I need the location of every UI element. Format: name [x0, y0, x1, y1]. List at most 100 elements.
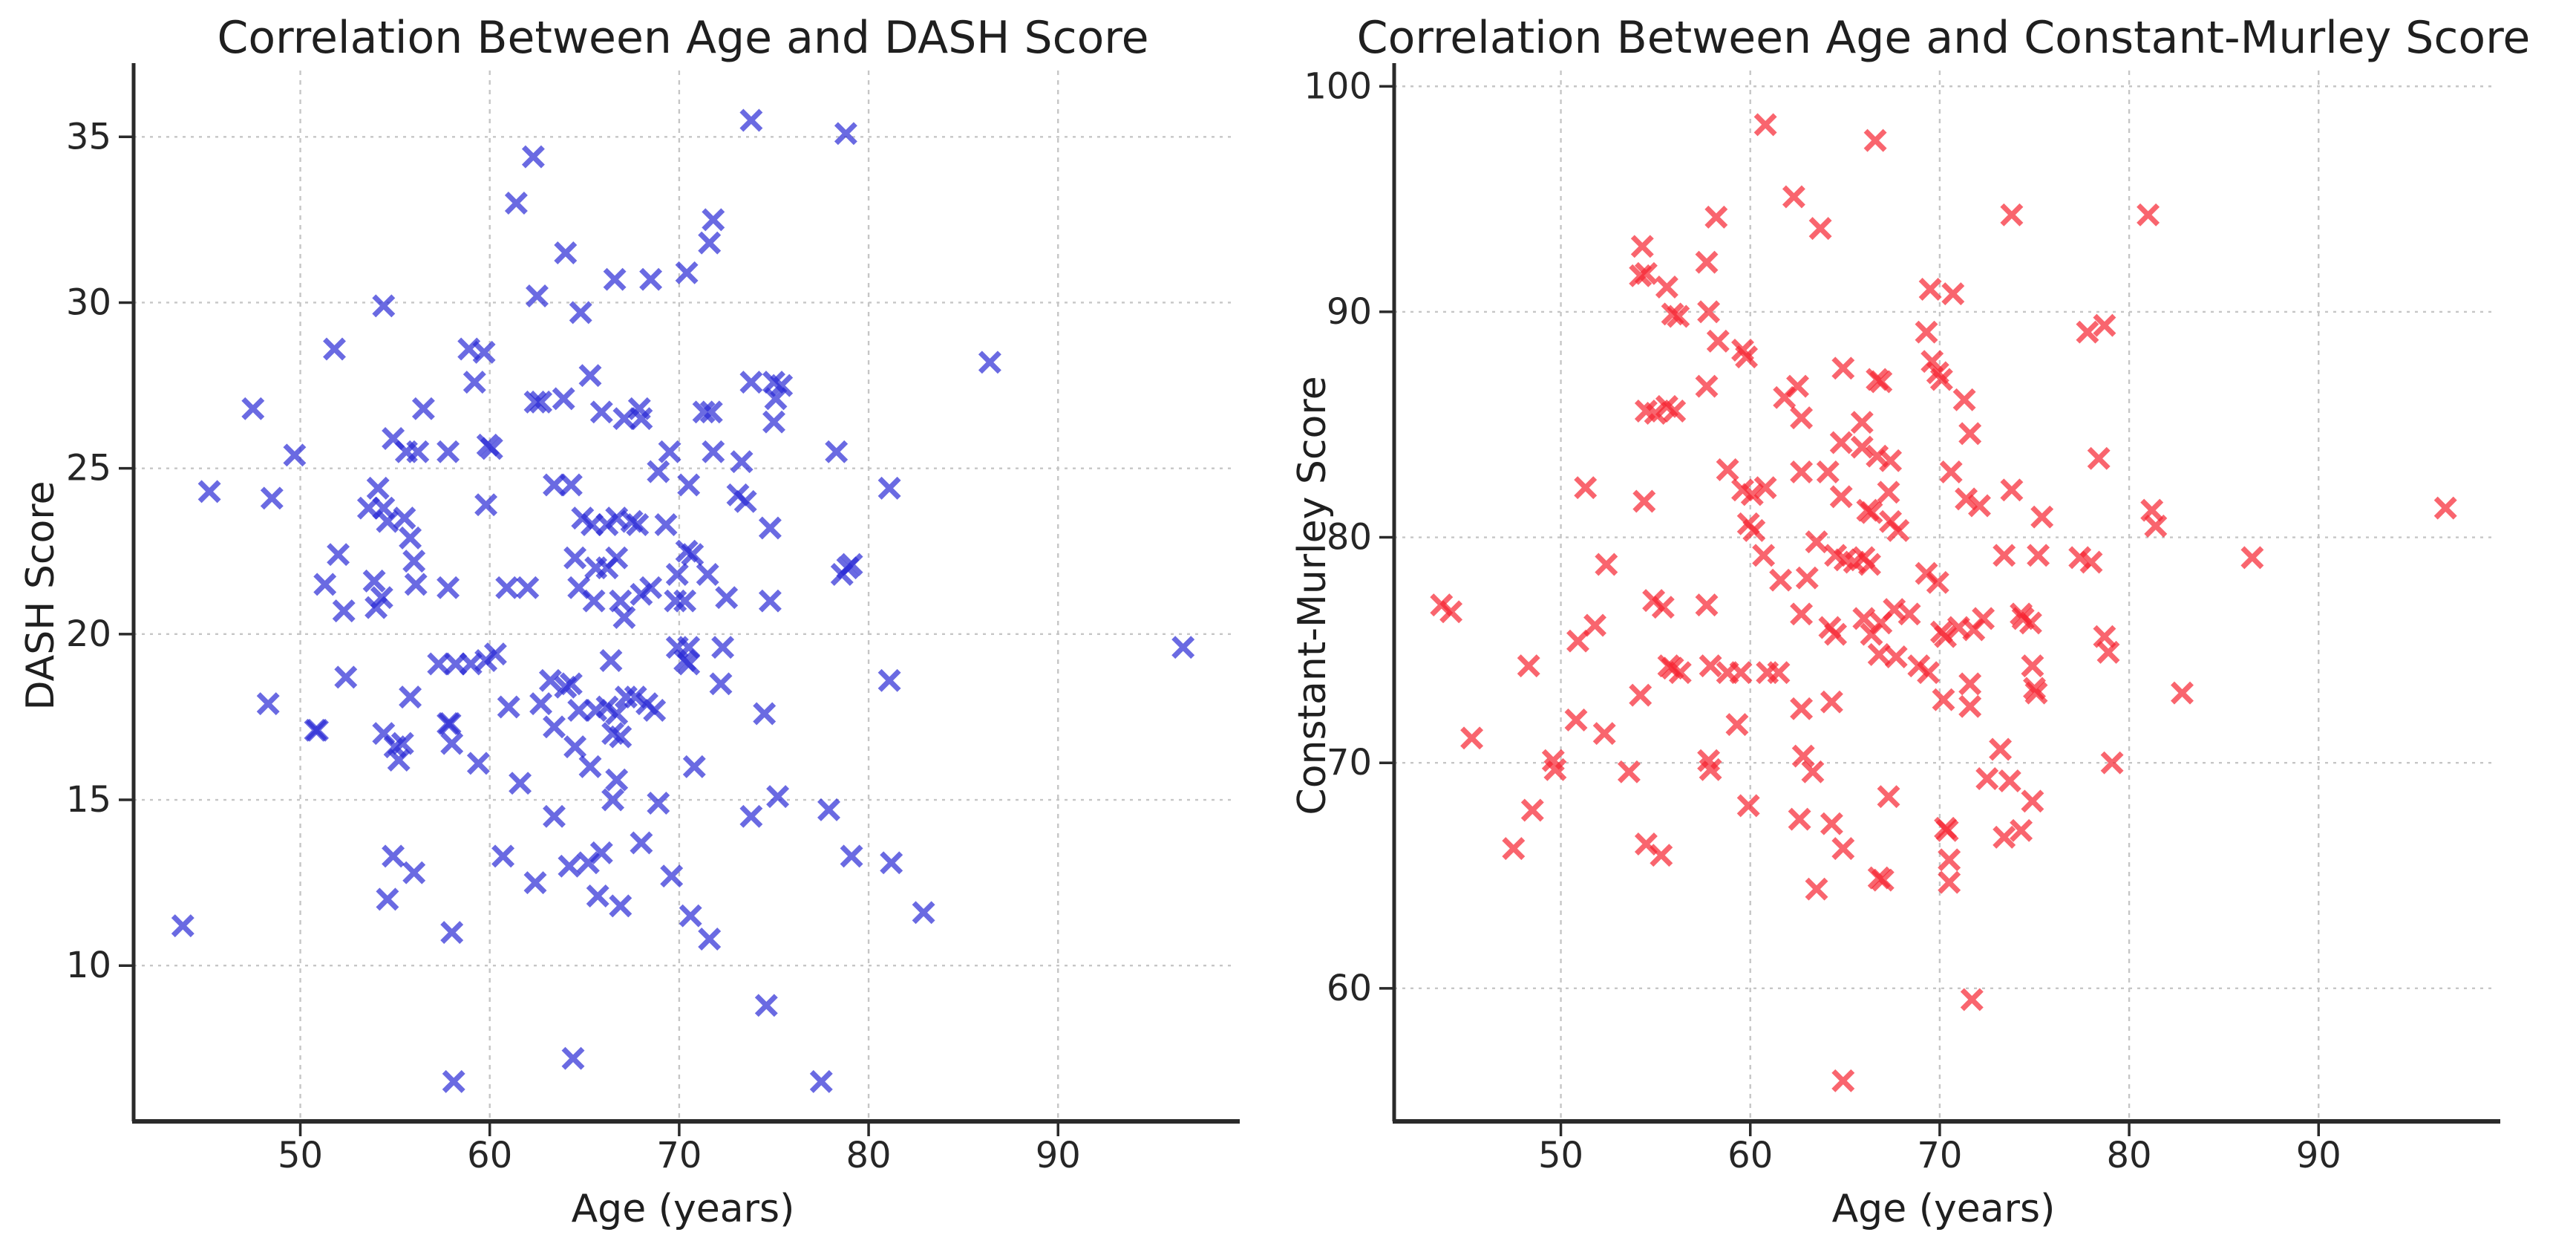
x-tick-label: 80: [846, 1135, 892, 1176]
scatter-point: [692, 400, 716, 424]
x-tick-label: 80: [2107, 1135, 2152, 1176]
scatter-point: [603, 267, 627, 291]
scatter-point: [1941, 282, 1965, 306]
scatter-point: [1926, 570, 1949, 594]
scatter-point: [1767, 661, 1791, 685]
scatter-point: [1460, 726, 1484, 750]
scatter-point: [474, 493, 498, 517]
scatter-point: [504, 192, 528, 215]
scatter-point: [1790, 697, 1814, 720]
scatter-point: [630, 831, 653, 855]
scatter-point: [1958, 422, 1982, 446]
scatter-point: [569, 301, 592, 325]
scatter-point: [2137, 203, 2160, 227]
x-tick-label: 70: [1917, 1135, 1962, 1176]
scatter-point: [715, 586, 739, 610]
scatter-point: [1651, 596, 1675, 619]
scatter-point: [639, 576, 663, 599]
scatter-point: [609, 894, 632, 918]
scatter-point: [393, 506, 416, 530]
scatter-point: [912, 901, 935, 925]
scatter-point: [1938, 848, 1961, 872]
scatter-point: [1725, 713, 1749, 737]
scatter-point: [554, 241, 578, 264]
scatter-point: [1630, 235, 1654, 258]
scatter-point: [877, 476, 901, 500]
scatter-point: [758, 589, 782, 613]
scatter-point: [1788, 807, 1811, 831]
scatter-point: [2024, 681, 2048, 705]
scatter-point: [1520, 798, 1544, 822]
scatter-point: [1867, 642, 1891, 666]
left-chart-title: Correlation Between Age and DASH Score: [217, 12, 1149, 64]
scatter-point: [466, 752, 490, 775]
scatter-point: [480, 437, 503, 460]
right-chart-title: Correlation Between Age and Constant-Mur…: [1356, 12, 2531, 64]
scatter-point: [561, 1046, 585, 1070]
scatter-point: [2100, 751, 2124, 775]
scatter-point: [1866, 444, 1889, 468]
scatter-point: [654, 513, 678, 536]
scatter-point: [197, 480, 221, 504]
scatter-point: [440, 731, 464, 755]
scatter-point: [437, 576, 460, 599]
scatter-point: [699, 400, 723, 424]
scatter-point: [605, 546, 629, 570]
scatter-point: [589, 841, 613, 864]
scatter-point: [256, 692, 280, 716]
scatter-point: [523, 390, 547, 414]
scatter-point: [567, 699, 591, 722]
right-x-axis-label: Age (years): [1831, 1187, 2056, 1231]
x-tick-label: 60: [1727, 1135, 1773, 1176]
scatter-point: [313, 573, 337, 596]
scatter-point: [1831, 356, 1855, 380]
scatter-point: [442, 1069, 465, 1093]
scatter-point: [1752, 544, 1776, 567]
scatter-point: [605, 702, 629, 726]
scatter-point: [1993, 825, 2016, 849]
scatter-point: [1655, 276, 1678, 299]
y-tick-label: 15: [66, 779, 111, 821]
scatter-point: [543, 715, 566, 739]
scatter-point: [834, 122, 857, 146]
scatter-point: [698, 928, 722, 951]
scatter-point: [1886, 518, 1910, 542]
y-tick-label: 100: [1304, 65, 1372, 107]
scatter-point: [529, 692, 553, 716]
scatter-point: [677, 652, 701, 676]
scatter-point: [1736, 794, 1760, 818]
scatter-point: [1879, 449, 1903, 472]
scatter-point: [1564, 708, 1588, 731]
scatter-point: [643, 699, 667, 722]
scatter-point: [1863, 128, 1887, 152]
scatter-point: [404, 573, 428, 596]
scatter-point: [1883, 598, 1906, 622]
scatter-point: [1871, 868, 1895, 892]
scatter-point: [1695, 374, 1719, 398]
left-scatter-plot: 50 60 70 80 90 10 15 20 25 30 35: [66, 63, 1240, 1176]
y-tick-label: 60: [1327, 968, 1372, 1009]
scatter-point: [1829, 431, 1853, 454]
scatter-point: [406, 440, 430, 463]
scatter-point: [1663, 400, 1687, 423]
scatter-point: [1952, 388, 1976, 411]
scatter-point: [677, 473, 701, 497]
scatter-point: [552, 387, 575, 411]
y-tick-label: 10: [66, 945, 111, 986]
scatter-point: [665, 563, 689, 586]
scatter-point: [766, 785, 790, 809]
scatter-point: [589, 400, 613, 424]
scatter-point: [437, 440, 460, 463]
scatter-point: [2093, 625, 2116, 648]
scatter-point: [440, 921, 464, 945]
scatter-point: [1171, 636, 1195, 659]
scatter-point: [1791, 744, 1815, 768]
scatter-point: [171, 914, 194, 938]
scatter-point: [624, 685, 647, 709]
scatter-point: [1824, 622, 1848, 646]
scatter-point: [356, 496, 380, 520]
scatter-point: [1753, 113, 1777, 137]
scatter-point: [1917, 661, 1941, 685]
scatter-point: [877, 668, 901, 692]
